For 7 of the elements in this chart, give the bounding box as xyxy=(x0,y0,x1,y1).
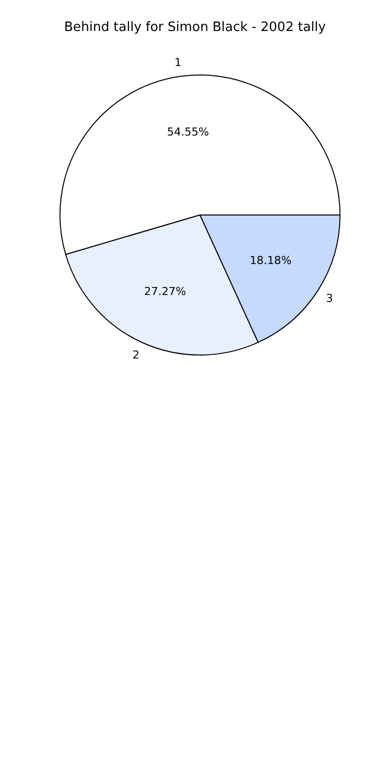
data-label: 27.27% xyxy=(144,284,186,298)
chart-title: Behind tally for Simon Black - 2002 tally xyxy=(63,20,327,37)
slice-label: 1 xyxy=(174,56,182,70)
data-label: 54.55% xyxy=(167,125,210,138)
slice-label: 2 xyxy=(132,348,140,362)
data-label: 18.18% xyxy=(250,254,292,267)
slice-label: 3 xyxy=(326,292,334,305)
